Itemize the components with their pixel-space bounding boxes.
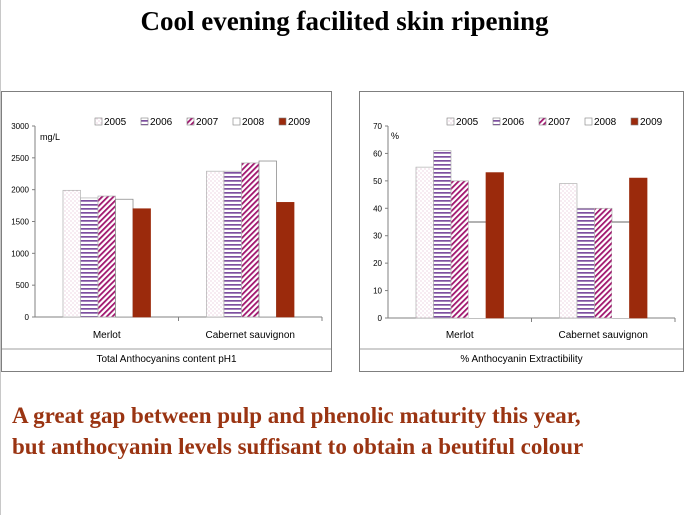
bar-2009-cabernet-sauvignon: [629, 177, 648, 319]
bar-2007-merlot: [450, 180, 469, 319]
bar-2005-merlot: [415, 166, 434, 319]
y-tick-label: 20: [373, 259, 382, 268]
bar-2007-cabernet-sauvignon: [241, 162, 260, 318]
legend-label-2005: 2005: [104, 117, 127, 128]
category-label: Cabernet sauvignon: [558, 330, 648, 341]
y-tick-label: 1500: [11, 218, 29, 227]
bar-2007-merlot: [97, 195, 116, 318]
bar-2005-merlot: [62, 189, 81, 318]
y-tick-label: 2000: [11, 186, 29, 195]
legend-swatch-2009: [278, 117, 287, 126]
y-tick-label: 10: [373, 287, 382, 296]
legend-swatch-2008: [584, 117, 593, 126]
y-tick-label: 70: [373, 122, 382, 131]
legend-label-2008: 2008: [594, 117, 617, 128]
category-label: Cabernet sauvignon: [205, 330, 295, 341]
y-tick-label: 40: [373, 204, 382, 213]
y-tick-label: 60: [373, 149, 382, 158]
bar-2009-merlot: [132, 208, 151, 318]
y-tick-label: 3000: [11, 122, 29, 131]
extractibility-chart: 0 10 20 30 40 50 60 70% Merlot Cabernet sauvignon…: [359, 91, 684, 372]
bar-2008-merlot: [468, 222, 487, 318]
conclusion-text: A great gap between pulp and phenolic ma…: [12, 400, 682, 462]
bar-2005-cabernet-sauvignon: [559, 183, 578, 319]
y-tick-label: 0: [378, 314, 383, 323]
chart-title: % Anthocyanin Extractibility: [460, 354, 582, 365]
y-tick-label: 500: [16, 281, 30, 290]
legend-swatch-2005: [446, 117, 455, 126]
y-axis-label: mg/L: [40, 132, 60, 142]
legend-label-2009: 2009: [640, 117, 663, 128]
bar-2006-merlot: [80, 197, 99, 318]
anthocyanins-chart: 0 500 1000 1500 2000 2500 3000 mg/L Merlot Cabern…: [1, 91, 332, 372]
bar-2008-cabernet-sauvignon: [258, 160, 277, 318]
extractibility-svg: 0 10 20 30 40 50 60 70% Merlot Cabernet sauvignon…: [360, 117, 683, 365]
bar-2005-cabernet-sauvignon: [206, 170, 225, 318]
legend-swatch-2005: [94, 117, 103, 126]
y-tick-label: 1000: [11, 249, 29, 258]
bar-2006-merlot: [433, 150, 452, 319]
conclusion-line-1: A great gap between pulp and phenolic ma…: [12, 403, 581, 428]
y-tick-label: 2500: [11, 154, 29, 163]
legend-swatch-2007: [538, 117, 547, 126]
legend-label-2008: 2008: [242, 117, 265, 128]
legend-label-2009: 2009: [288, 117, 311, 128]
y-tick-label: 0: [25, 313, 30, 322]
conclusion-line-2: but anthocyanin levels suffisant to obta…: [12, 434, 584, 459]
category-label: Merlot: [446, 330, 474, 341]
legend-swatch-2006: [492, 117, 501, 126]
legend-label-2007: 2007: [196, 117, 219, 128]
legend-swatch-2006: [140, 117, 149, 126]
legend-label-2006: 2006: [150, 117, 173, 128]
legend-swatch-2008: [232, 117, 241, 126]
anthocyanins-svg: 0 500 1000 1500 2000 2500 3000 mg/L Merlot Cabern…: [2, 117, 331, 365]
bar-2006-cabernet-sauvignon: [223, 170, 242, 318]
legend-swatch-2009: [630, 117, 639, 126]
bar-2007-cabernet-sauvignon: [594, 207, 613, 319]
chart-title: Total Anthocyanins content pH1: [96, 354, 237, 365]
y-tick-label: 50: [373, 177, 382, 186]
bar-2009-merlot: [485, 172, 504, 319]
y-axis-label: %: [391, 131, 399, 141]
legend-swatch-2007: [186, 117, 195, 126]
y-tick-label: 30: [373, 232, 382, 241]
slide-title: Cool evening facilited skin ripening: [140, 6, 549, 36]
bar-2008-cabernet-sauvignon: [612, 222, 630, 318]
legend-label-2006: 2006: [502, 117, 525, 128]
legend-label-2007: 2007: [548, 117, 571, 128]
legend-label-2005: 2005: [456, 117, 479, 128]
bar-2008-merlot: [115, 198, 134, 318]
bar-2006-cabernet-sauvignon: [576, 207, 595, 319]
category-label: Merlot: [93, 330, 121, 341]
bar-2009-cabernet-sauvignon: [276, 202, 295, 318]
